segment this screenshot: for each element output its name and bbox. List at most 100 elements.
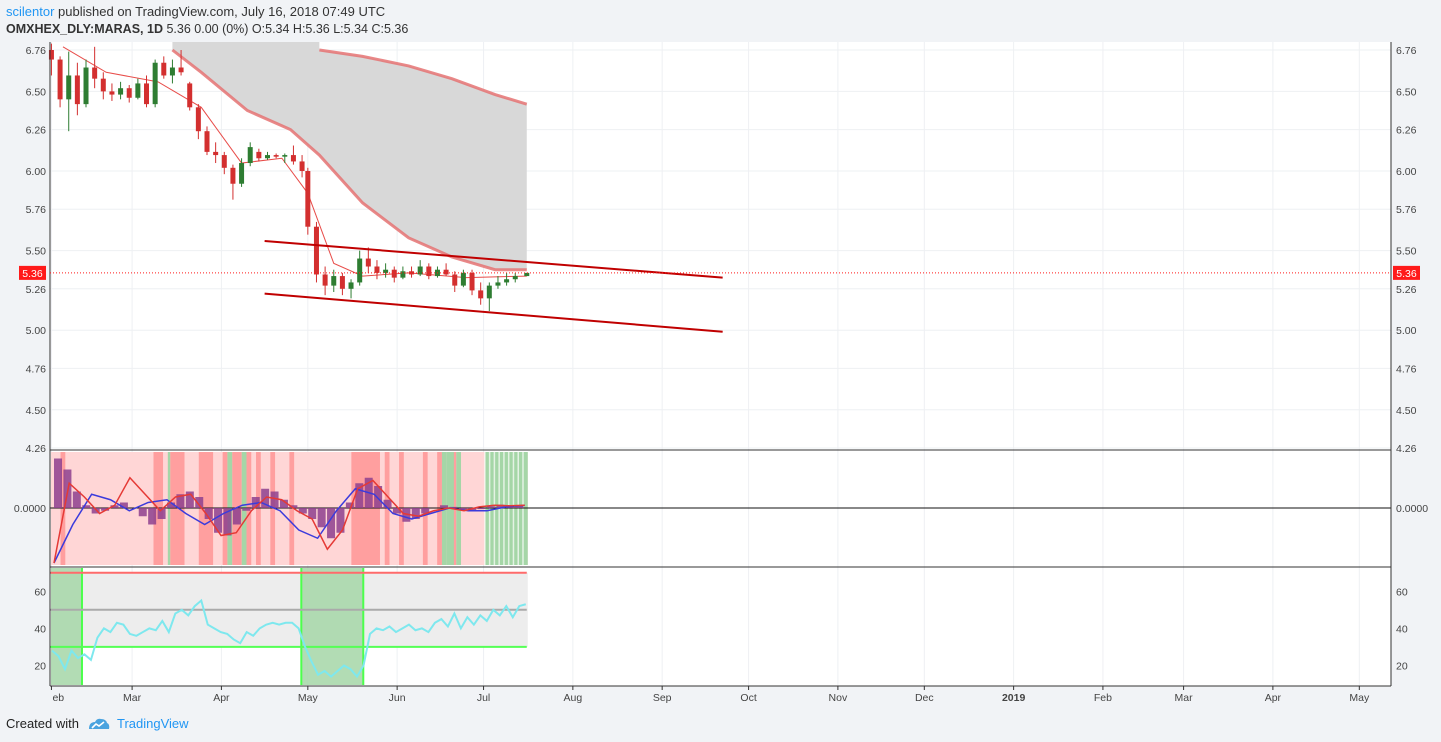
macd-hist-bar [449, 506, 458, 508]
candle-body [83, 67, 89, 105]
x-tick-label: May [298, 692, 319, 704]
candle-body [66, 75, 72, 100]
price-tick-right: 5.26 [1396, 284, 1417, 296]
candle-body [305, 170, 311, 227]
macd-hist-bar [101, 508, 110, 511]
macd-hist-bar [148, 508, 157, 525]
candle-body [504, 279, 510, 283]
candle-body [57, 59, 63, 100]
macd-hist-bar [176, 494, 185, 508]
candle-body [478, 290, 484, 299]
macd-hist-bar [270, 491, 279, 508]
price-tick-left: 6.26 [26, 125, 47, 137]
candle-body [443, 269, 449, 275]
candle-body [247, 147, 253, 164]
candle-body [152, 62, 158, 105]
candles [48, 43, 530, 312]
macd-hist-bar [317, 508, 326, 528]
candle-body [213, 151, 219, 156]
price-tick-right: 4.26 [1396, 443, 1417, 455]
macd-hist-bar [515, 505, 524, 508]
ma-slow-line [171, 48, 527, 272]
macd-hist-bar [166, 502, 175, 508]
chart-attribution: scilentor published on TradingView.com, … [6, 4, 385, 19]
candle-body [48, 50, 54, 60]
symbol-legend: OMXHEX_DLY:MARAS, 1D 5.36 0.00 (0%) O:5.… [6, 22, 408, 36]
candle-body [391, 269, 397, 278]
macd-hist-bar [119, 502, 128, 508]
macd-hist-bar [487, 506, 496, 508]
macd-hist-bar [383, 499, 392, 508]
macd-hist-bar [242, 508, 251, 511]
macd-hist-bar [214, 508, 223, 533]
tradingview-link[interactable]: TradingView [116, 716, 189, 731]
candle-body [195, 107, 201, 132]
candle-body [322, 274, 328, 286]
candle-body [426, 266, 432, 277]
macd-hist-bar [223, 508, 232, 536]
candle-body [331, 276, 337, 286]
tradingview-logo-icon [88, 718, 110, 729]
candle-body [460, 272, 466, 286]
author-link[interactable]: scilentor [6, 4, 55, 19]
macd-hist-bar [345, 502, 354, 508]
macd-hist-bar [392, 508, 401, 514]
candle-body [495, 282, 501, 286]
candle-body [239, 163, 245, 184]
candle-body [135, 83, 141, 98]
last-price: 5.36 5.36 [19, 265, 1420, 280]
x-tick-label: Sep [653, 692, 672, 704]
macd-hist-bar [232, 508, 241, 525]
candle-body [290, 155, 296, 162]
candle-body [357, 258, 363, 283]
last-price-label-right: 5.36 [1396, 268, 1417, 280]
candle-body [92, 67, 98, 79]
last-price-tag-left [19, 265, 46, 280]
macd-hist-bar [157, 508, 166, 519]
macd-line [53, 476, 525, 564]
macd-hist-bar [195, 497, 204, 508]
candle-body [74, 75, 80, 105]
candle-body [339, 276, 345, 289]
price-tick-right: 4.50 [1396, 405, 1417, 417]
x-tick-label: Mar [123, 692, 142, 704]
candle-body [409, 271, 415, 275]
price-tick-left: 5.76 [26, 204, 47, 216]
macd-hist-bar [91, 508, 100, 514]
price-tick-left: 6.50 [26, 86, 47, 98]
price-tick-left: 5.50 [26, 246, 47, 258]
price-tick-right: 6.26 [1396, 125, 1417, 137]
rsi-tick-right: 60 [1396, 586, 1408, 598]
macd-hist-bar [289, 505, 298, 508]
candle-body [299, 161, 305, 171]
candle-body [169, 67, 175, 76]
last-price-label-left: 5.36 [22, 268, 43, 280]
candle-body [417, 266, 423, 275]
macd-hist-bar [477, 508, 486, 510]
candle-body [221, 155, 227, 168]
candle-body [383, 269, 389, 273]
rsi-line [51, 598, 527, 679]
rsi-tick-left: 40 [34, 623, 46, 635]
published-text: published on TradingView.com, July 16, 2… [58, 4, 386, 19]
rsi-oversold-zone [301, 568, 364, 685]
price-tick-right: 5.00 [1396, 325, 1417, 337]
channel-lower-line [264, 292, 723, 333]
price-tick-right: 6.50 [1396, 86, 1417, 98]
candle-body [524, 272, 530, 277]
ma-cloud-fill [172, 42, 527, 270]
macd-zero-label-right: 0.0000 [1396, 503, 1428, 515]
rsi-pane [50, 571, 527, 679]
quote-values: 5.36 0.00 (0%) O:5.34 H:5.36 L:5.34 C:5.… [166, 22, 409, 36]
candle-body [100, 78, 106, 92]
rsi-tick-left: 60 [34, 586, 46, 598]
macd-hist-bar [355, 483, 364, 508]
candle-body [486, 285, 492, 299]
candle-body [126, 88, 132, 98]
candle-body [365, 258, 371, 267]
x-tick-label: May [1349, 692, 1370, 704]
macd-hist-bar [496, 504, 505, 508]
macd-hist-bar [54, 458, 63, 508]
x-tick-label: Mar [1175, 692, 1194, 704]
